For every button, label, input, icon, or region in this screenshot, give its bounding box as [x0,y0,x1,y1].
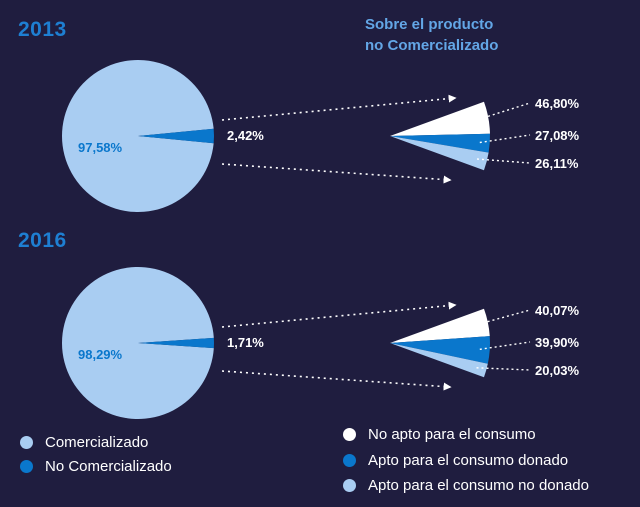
breakdown-2016-label-no-apto: 40,07% [535,303,580,318]
legend-label-comercializado: Comercializado [45,433,149,451]
breakdown-2013-leader-apto-donado [479,134,531,144]
arrow-2016-bottom [221,370,452,391]
pie-2013-slice-comercializado [62,60,214,213]
legend-swatch-no-apto [343,427,356,441]
breakdown-subtitle-line-1: Sobre el producto [365,16,494,33]
legend-item-apto-no-donado: Apto para el consumo no donado [343,475,589,495]
legend-item-no-apto: No apto para el consumo [343,424,536,444]
year-2013-title: 2013 [18,18,67,41]
breakdown-2016-slice-apto-no-donado [390,343,488,378]
breakdown-2016-slice-no-apto [390,308,490,343]
breakdown-2013-leader-apto-no-donado [476,158,531,164]
pie-2013-slice-no-comercializado [138,128,215,144]
legend-item-comercializado: Comercializado [20,432,148,452]
legend-label-no-apto: No apto para el consumo [368,425,536,443]
arrow-2013-top [221,94,457,121]
legend-item-apto-donado: Apto para el consumo donado [343,450,568,470]
arrow-2013-bottom [221,163,452,184]
breakdown-2016-label-apto-donado: 39,90% [535,335,580,350]
breakdown-2013-label-apto-no-donado: 26,11% [535,156,579,171]
breakdown-2013-label-no-apto: 46,80% [535,96,580,111]
pie-2013-label-comercializado: 97,58% [78,140,123,155]
breakdown-2013-label-apto-donado: 27,08% [535,128,580,143]
breakdown-2013-slice-apto-donado [390,133,491,153]
breakdown-2016-slice-apto-donado [390,336,491,364]
pie-charts: 97,58% 2,42% 46,80% 27,08% 26,11% 98,29% 1,71%… [62,60,580,420]
breakdown-subtitle-line-2: no Comercializado [365,37,499,54]
legend-swatch-apto-donado [343,453,356,467]
legend-swatch-no-comercializado [20,459,33,473]
legend-label-apto-no-donado: Apto para el consumo no donado [368,476,589,494]
breakdown-2013-slice-no-apto [390,101,490,136]
breakdown-2013-leader-no-apto [478,102,531,121]
legend-label-apto-donado: Apto para el consumo donado [368,451,569,469]
pie-2016-slice-no-comercializado [138,337,215,349]
breakdown-2013-slice-apto-no-donado [390,136,489,171]
pie-2013-label-no-comercializado: 2,42% [227,128,264,143]
breakdown-2016-leader-no-apto [477,309,531,325]
year-2016-title: 2016 [18,229,67,252]
legend-label-no-comercializado: No Comercializado [45,457,172,475]
breakdown-2016-leader-apto-donado [479,341,531,350]
pie-2016-slice-comercializado [62,267,214,420]
legend-item-no-comercializado: No Comercializado [20,456,172,476]
breakdown-subtitle: Sobre el producto no Comercializado [365,14,498,56]
breakdown-2016-leader-apto-no-donado [476,367,531,371]
arrow-2016-top [221,301,457,328]
legend-swatch-comercializado [20,435,33,449]
breakdown-2016-label-apto-no-donado: 20,03% [535,363,580,378]
pie-2016-label-no-comercializado: 1,71% [227,335,264,350]
pie-2016-label-comercializado: 98,29% [78,347,123,362]
legend-swatch-apto-no-donado [343,478,356,492]
